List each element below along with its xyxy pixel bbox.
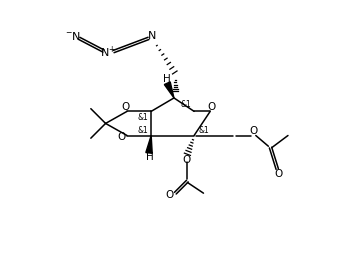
Text: O: O	[249, 126, 257, 136]
Text: O: O	[121, 102, 130, 112]
Text: H: H	[146, 153, 154, 163]
Text: O: O	[274, 169, 283, 179]
Text: H: H	[163, 74, 171, 84]
Text: O: O	[117, 132, 125, 142]
Text: O: O	[182, 155, 190, 165]
Text: &1: &1	[137, 126, 148, 135]
Text: &1: &1	[180, 100, 191, 109]
Text: N: N	[148, 31, 157, 41]
Text: O: O	[208, 102, 216, 112]
Polygon shape	[146, 136, 152, 153]
Polygon shape	[164, 82, 174, 98]
Text: $^{-}$N: $^{-}$N	[65, 30, 82, 42]
Text: O: O	[165, 189, 173, 199]
Text: &1: &1	[137, 113, 148, 122]
Text: &1: &1	[199, 126, 210, 135]
Text: N$^{+}$: N$^{+}$	[100, 45, 116, 60]
